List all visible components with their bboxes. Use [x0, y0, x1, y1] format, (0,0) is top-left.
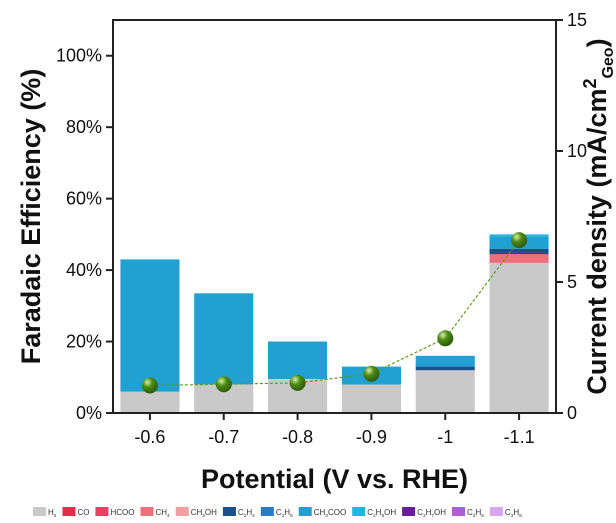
- x-axis-ticks: -0.6 -0.7 -0.8 -0.9 -1 -1.1: [134, 413, 535, 447]
- bar-segment-h2--1.1: [489, 262, 549, 413]
- right-y-axis-title-close: ): [582, 38, 612, 47]
- bars-layer: [120, 234, 549, 413]
- right-tick-label: 5: [567, 272, 577, 292]
- x-tick-label: -0.9: [356, 427, 387, 447]
- legend-swatch: [298, 507, 312, 516]
- x-tick-label: -0.7: [208, 427, 239, 447]
- left-tick-label: 60%: [66, 189, 102, 209]
- current-density-point--0.9: [363, 365, 380, 382]
- legend-swatch: [95, 507, 109, 516]
- legend-swatch: [489, 507, 503, 516]
- legend-label: C2H6: [276, 508, 293, 519]
- right-tick-label: 10: [567, 141, 587, 161]
- left-tick-label: 80%: [66, 117, 102, 137]
- bar-segment-h2--0.6: [120, 391, 180, 413]
- right-y-axis-title-main: Current density (mA/cm: [582, 89, 612, 395]
- current-density-line: [149, 239, 520, 387]
- current-density-point--0.7: [215, 376, 232, 393]
- plot-frame: [112, 19, 557, 414]
- left-axis-ticks: 0% 20% 40% 60% 80% 100%: [56, 46, 113, 423]
- x-axis-title: Potential (V vs. RHE): [201, 464, 468, 494]
- legend-swatch: [260, 507, 274, 516]
- bar-segment-ch3coo--1: [415, 355, 475, 367]
- legend-swatch: [62, 507, 76, 516]
- left-tick-label: 100%: [56, 46, 102, 66]
- legend-label: C3H8: [505, 508, 522, 519]
- x-tick-label: -1.1: [504, 427, 535, 447]
- legend-label: C3H7OH: [417, 508, 446, 519]
- bar-segment-c2h4--1.1: [489, 248, 549, 255]
- right-tick-label: 0: [567, 403, 577, 423]
- legend-swatch: [452, 507, 466, 516]
- left-tick-label: 0%: [76, 403, 102, 423]
- left-y-axis-title: Faradaic Efficiency (%): [16, 69, 46, 365]
- right-tick-label: 15: [567, 10, 587, 30]
- right-axis-ticks: 0 5 10 15: [556, 10, 587, 423]
- legend-swatch: [402, 507, 416, 516]
- legend: H2 CO HCOO CH4 CH3OH C2H4 C2H6 CH3COO C2H5OH C3H7…: [33, 507, 522, 519]
- current-density-point--0.6: [141, 377, 158, 394]
- legend-label: HCOO: [110, 508, 134, 517]
- legend-label: C2H4: [238, 508, 255, 519]
- legend-swatch: [352, 507, 366, 516]
- legend-label: CO: [77, 508, 89, 517]
- right-y-axis-title-sup: 2: [580, 79, 600, 89]
- current-density-point--0.8: [289, 374, 306, 391]
- legend-label: C3H6: [467, 508, 484, 519]
- bar-segment-ch3coo--0.8: [268, 341, 328, 379]
- x-tick-label: -1: [437, 427, 453, 447]
- bar-segment-ch3coo--0.6: [120, 259, 180, 392]
- bar-segment-c2h4--1: [415, 366, 475, 371]
- legend-label: CH4: [155, 508, 170, 519]
- legend-label: H2: [48, 508, 57, 519]
- bar-segment-ch4--1.1: [489, 254, 549, 263]
- legend-label: CH3COO: [314, 508, 346, 519]
- current-density-line-layer: [141, 232, 528, 394]
- x-tick-label: -0.8: [282, 427, 313, 447]
- left-tick-label: 40%: [66, 260, 102, 280]
- legend-label: CH3OH: [191, 508, 217, 519]
- current-density-point--1: [437, 330, 454, 347]
- current-density-point--1.1: [511, 232, 528, 249]
- bar-segment-h2--0.9: [341, 384, 401, 413]
- legend-swatch: [140, 507, 154, 516]
- x-tick-label: -0.6: [134, 427, 165, 447]
- right-y-axis-title: Current density (mA/cm2Geo): [580, 38, 616, 394]
- legend-label: C2H5OH: [367, 508, 396, 519]
- legend-swatch: [175, 507, 189, 516]
- right-y-axis-title-sub: Geo: [600, 47, 616, 78]
- bar-segment-ch3coo--0.7: [194, 293, 254, 385]
- legend-swatch: [222, 507, 236, 516]
- left-tick-label: 20%: [66, 332, 102, 352]
- legend-swatch: [33, 507, 46, 516]
- bar-segment-h2--1: [415, 370, 475, 413]
